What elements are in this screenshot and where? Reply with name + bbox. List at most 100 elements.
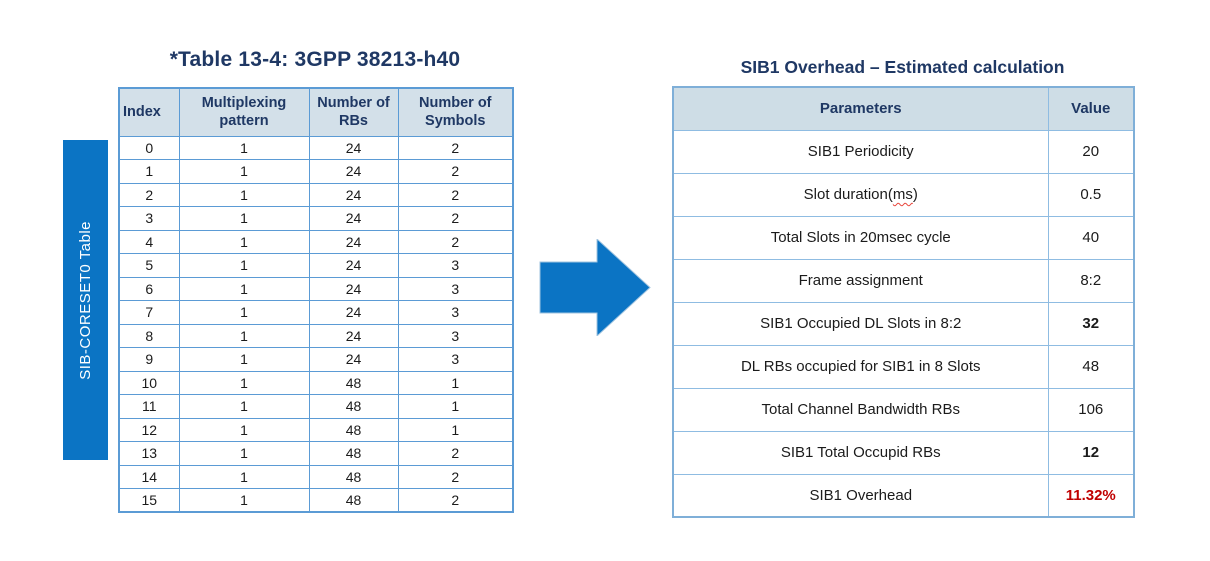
table-row: 2 1 24 2 (118, 182, 514, 207)
table-cell: 1 (178, 464, 310, 489)
table-row: Total Channel Bandwidth RBs 106 (672, 387, 1135, 432)
coreset0-header-cell: Number of Symbols (397, 87, 514, 137)
table-cell: 2 (397, 488, 514, 513)
table-cell: 1 (178, 253, 310, 278)
table-row: 8 1 24 3 (118, 323, 514, 348)
table-cell: 24 (308, 276, 399, 301)
table-row: Total Slots in 20msec cycle 40 (672, 215, 1135, 260)
sib-coreset0-banner: SIB-CORESET0 Table (63, 140, 108, 460)
table-row: Slot duration(ms) 0.5 (672, 172, 1135, 217)
table-row: 10 1 48 1 (118, 370, 514, 395)
value-cell: 8:2 (1047, 258, 1135, 303)
table-cell: 13 (118, 441, 180, 466)
table-cell: 2 (397, 159, 514, 184)
table-cell: 24 (308, 300, 399, 325)
table-row: 0 1 24 2 (118, 135, 514, 160)
table-cell: 1 (178, 229, 310, 254)
table-cell: 2 (118, 182, 180, 207)
table-cell: 24 (308, 347, 399, 372)
table-cell: 24 (308, 253, 399, 278)
value-cell: 20 (1047, 129, 1135, 174)
overhead-header-cell: Value (1047, 86, 1135, 131)
table-cell: 24 (308, 206, 399, 231)
table-cell: 48 (308, 464, 399, 489)
table-cell: 1 (178, 159, 310, 184)
parameter-cell: SIB1 Total Occupid RBs (672, 430, 1049, 475)
table-cell: 1 (178, 276, 310, 301)
value-cell: 32 (1047, 301, 1135, 346)
sib1-overhead-table: Parameters Value SIB1 Periodicity 20 Slot d… (672, 86, 1135, 518)
table-cell: 1 (178, 135, 310, 160)
coreset0-table-body: 0 1 24 2 1 1 24 2 2 1 24 2 3 1 24 2 4 1 24 2 5 1 24 3 6 1 24 3 7 1 24 3… (118, 135, 514, 513)
table-cell: 48 (308, 370, 399, 395)
table-cell: 1 (178, 394, 310, 419)
value-cell: 0.5 (1047, 172, 1135, 217)
table-cell: 24 (308, 135, 399, 160)
table-cell: 48 (308, 417, 399, 442)
value-cell: 48 (1047, 344, 1135, 389)
coreset0-header-cell: Index (118, 87, 180, 137)
table-row: DL RBs occupied for SIB1 in 8 Slots 48 (672, 344, 1135, 389)
parameter-cell: SIB1 Overhead (672, 473, 1049, 518)
table-cell: 6 (118, 276, 180, 301)
parameter-cell: Frame assignment (672, 258, 1049, 303)
table-cell: 3 (397, 323, 514, 348)
table-cell: 15 (118, 488, 180, 513)
right-arrow-icon (539, 239, 651, 336)
overhead-header-row: Parameters Value (672, 86, 1135, 131)
parameter-cell: Total Slots in 20msec cycle (672, 215, 1049, 260)
table-cell: 24 (308, 229, 399, 254)
sib-coreset0-banner-label: SIB-CORESET0 Table (77, 220, 94, 380)
table-cell: 24 (308, 182, 399, 207)
table-cell: 12 (118, 417, 180, 442)
coreset0-header-row: Index Multiplexing pattern Number of RBs Nu… (118, 87, 514, 137)
table-row: 13 1 48 2 (118, 441, 514, 466)
table-row: 4 1 24 2 (118, 229, 514, 254)
parameter-cell: DL RBs occupied for SIB1 in 8 Slots (672, 344, 1049, 389)
table-cell: 11 (118, 394, 180, 419)
table-cell: 5 (118, 253, 180, 278)
table-row: Frame assignment 8:2 (672, 258, 1135, 303)
table-cell: 7 (118, 300, 180, 325)
coreset0-header-cell: Multiplexing pattern (178, 87, 310, 137)
table-row: 1 1 24 2 (118, 159, 514, 184)
table-cell: 0 (118, 135, 180, 160)
table-cell: 3 (397, 347, 514, 372)
table-cell: 1 (178, 206, 310, 231)
table-cell: 3 (397, 253, 514, 278)
table-cell: 1 (178, 370, 310, 395)
table-cell: 2 (397, 464, 514, 489)
parameter-cell: SIB1 Periodicity (672, 129, 1049, 174)
coreset0-table: Index Multiplexing pattern Number of RBs Nu… (118, 87, 514, 513)
table-cell: 1 (118, 159, 180, 184)
table-cell: 1 (178, 488, 310, 513)
table-cell: 2 (397, 229, 514, 254)
table-cell: 1 (178, 417, 310, 442)
table-cell: 1 (178, 323, 310, 348)
table-row: SIB1 Occupied DL Slots in 8:2 32 (672, 301, 1135, 346)
table-cell: 9 (118, 347, 180, 372)
table-row: SIB1 Overhead 11.32% (672, 473, 1135, 518)
table-cell: 48 (308, 488, 399, 513)
table-cell: 14 (118, 464, 180, 489)
table-cell: 1 (178, 347, 310, 372)
parameter-cell: Total Channel Bandwidth RBs (672, 387, 1049, 432)
table-cell: 48 (308, 441, 399, 466)
overhead-table-body: SIB1 Periodicity 20 Slot duration(ms) 0.5 To… (672, 129, 1135, 518)
table-cell: 3 (397, 300, 514, 325)
table-cell: 1 (397, 417, 514, 442)
table-cell: 24 (308, 323, 399, 348)
table-row: 5 1 24 3 (118, 253, 514, 278)
parameter-cell: Slot duration(ms) (672, 172, 1049, 217)
table-cell: 48 (308, 394, 399, 419)
left-table-title: *Table 13-4: 3GPP 38213-h40 (169, 48, 461, 71)
table-row: 14 1 48 2 (118, 464, 514, 489)
table-cell: 2 (397, 441, 514, 466)
table-cell: 1 (397, 370, 514, 395)
table-row: 7 1 24 3 (118, 300, 514, 325)
spellcheck-underline: ms (892, 186, 913, 203)
table-cell: 1 (178, 182, 310, 207)
table-cell: 1 (397, 394, 514, 419)
table-cell: 24 (308, 159, 399, 184)
table-cell: 8 (118, 323, 180, 348)
